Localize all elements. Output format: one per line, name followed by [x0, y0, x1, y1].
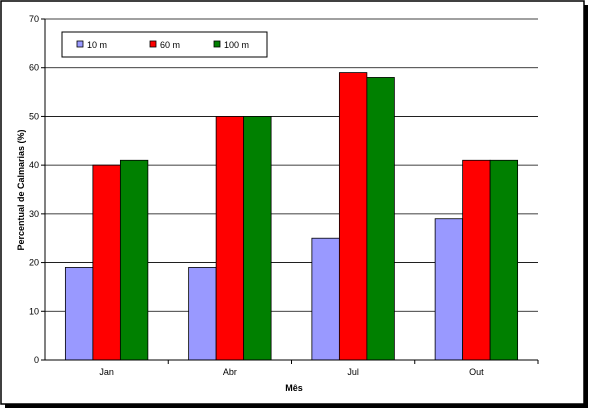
y-tick-label: 70: [29, 14, 39, 24]
y-tick-label: 0: [34, 355, 39, 365]
bar-60m-jan: [92, 164, 121, 361]
bar-100m-jan: [119, 159, 149, 361]
legend-label: 10 m: [87, 40, 107, 50]
x-axis-title: Mês: [285, 383, 303, 393]
bar-10m-out: [434, 218, 464, 361]
y-tick-labels: 0 10 20 30 40 50 60 70: [29, 14, 45, 365]
x-tick-label: Out: [469, 367, 484, 377]
legend: 10 m 60 m 100 m: [61, 31, 268, 58]
bar-60m-abr: [215, 116, 245, 361]
x-tick-label: Jan: [99, 367, 114, 377]
bar-60m-out: [462, 159, 491, 361]
y-tick-label: 40: [29, 160, 39, 170]
bar-100m-abr: [243, 116, 272, 361]
y-tick-label: 50: [29, 111, 39, 121]
legend-swatch: [76, 40, 84, 48]
y-tick-label: 60: [29, 63, 39, 73]
y-tick-label: 10: [29, 306, 39, 316]
x-tick-label: Abr: [223, 367, 237, 377]
legend-label: 60 m: [160, 40, 180, 50]
y-tick-label: 30: [29, 209, 39, 219]
legend-label: 100 m: [224, 40, 249, 50]
legend-swatch: [213, 40, 221, 48]
y-axis-title: Percentual de Calmarias (%): [16, 129, 26, 250]
bar-10m-jul: [311, 237, 340, 361]
x-tick-label: Jul: [347, 367, 359, 377]
legend-swatch: [149, 40, 157, 48]
y-tick-label: 20: [29, 258, 39, 268]
x-tick-labels: Jan Abr Jul Out: [99, 360, 539, 377]
bar-10m-jan: [64, 267, 94, 361]
bar-100m-out: [489, 159, 519, 361]
bar-10m-abr: [188, 267, 217, 361]
bar-60m-jul: [338, 72, 368, 361]
legend-box: [61, 31, 268, 58]
bar-100m-jul: [366, 77, 395, 361]
